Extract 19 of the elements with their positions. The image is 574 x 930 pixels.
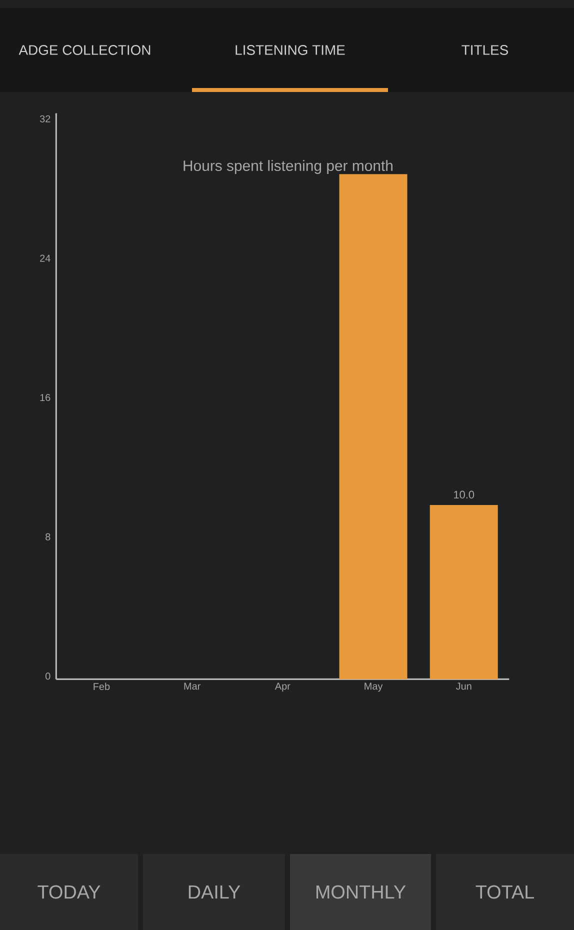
text: TITLES [462,45,508,55]
x-tick-label: Apr [274,682,290,692]
x-tick-label: May [364,682,383,692]
x-tick-label: Mar [184,682,200,690]
text: Hours spent listening per month [184,160,392,174]
text: TODAY [38,885,100,899]
y-tick-label: 32 [40,115,50,122]
y-tick-label: 8 [46,533,50,540]
x-tick-label: Feb [94,682,110,690]
y-tick-label: 0 [46,672,50,680]
text: DAILY [188,885,240,899]
text: TOTAL [476,885,534,899]
y-tick-label: 24 [40,254,50,262]
text: LISTENING TIME [236,45,345,55]
text: MONTHLY [316,885,406,899]
text: ADGE COLLECTION [18,45,150,55]
x-tick-label: Jun [456,682,472,690]
y-tick-label: 16 [40,394,50,402]
data-label: 10.0 [454,490,474,499]
